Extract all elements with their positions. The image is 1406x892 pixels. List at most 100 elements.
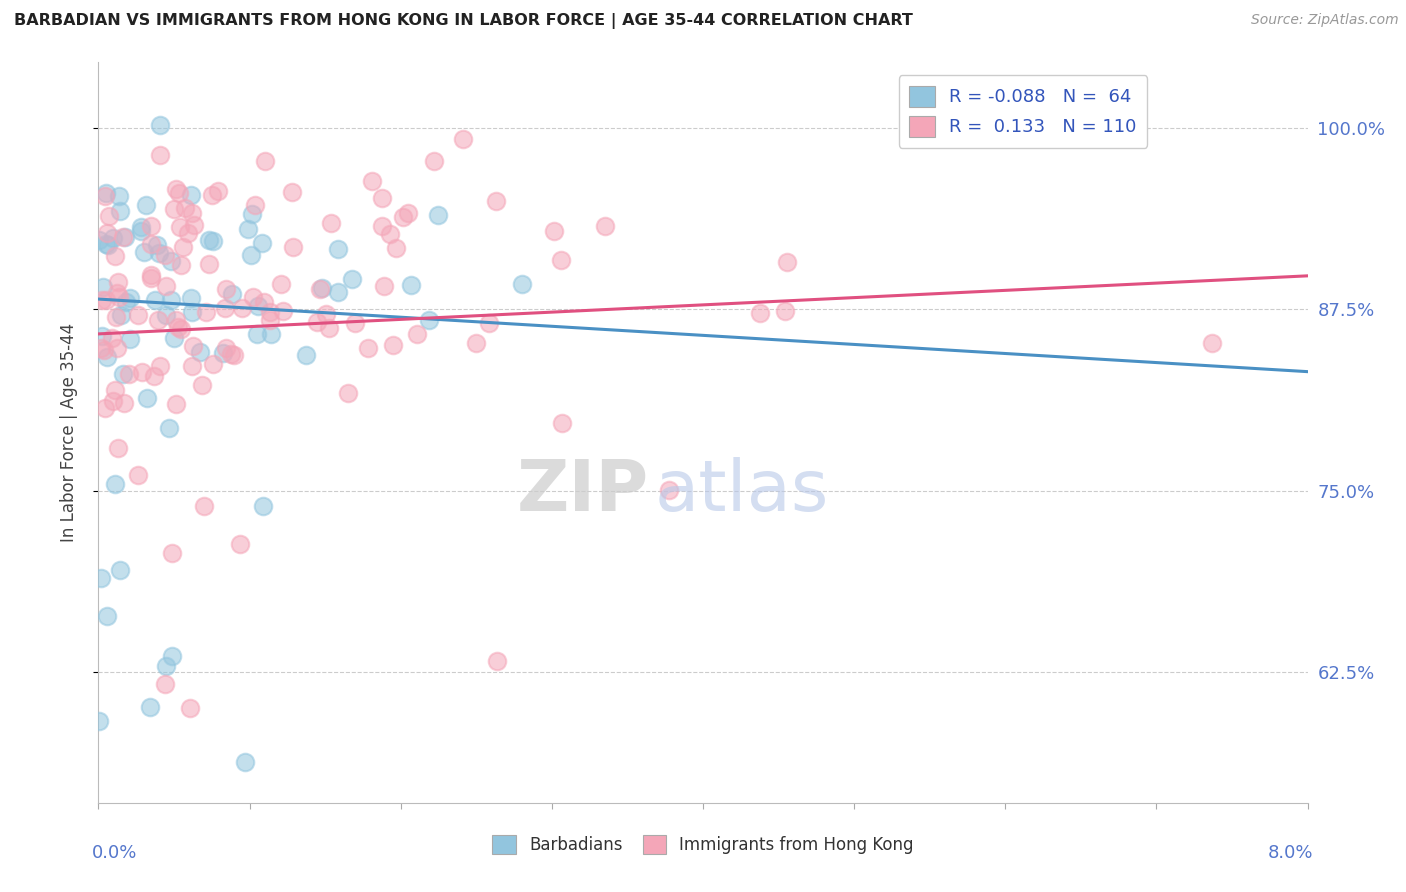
- Point: [153, 677, 176, 691]
- Point: [148, 313, 170, 327]
- Point: [160, 545, 183, 559]
- Point: [222, 348, 245, 362]
- Point: [118, 332, 141, 346]
- Point: [180, 187, 202, 202]
- Text: atlas: atlas: [655, 458, 830, 526]
- Point: [139, 237, 162, 252]
- Point: [239, 248, 262, 262]
- Point: [188, 344, 211, 359]
- Point: [120, 291, 142, 305]
- Point: [326, 285, 349, 300]
- Point: [236, 222, 259, 236]
- Point: [183, 219, 205, 233]
- Point: [510, 277, 533, 291]
- Point: [254, 153, 277, 168]
- Point: [94, 237, 117, 252]
- Point: [91, 293, 114, 307]
- Point: [108, 290, 131, 304]
- Point: [776, 255, 799, 269]
- Point: [107, 275, 129, 289]
- Point: [247, 300, 270, 314]
- Point: [112, 396, 135, 410]
- Point: [105, 341, 128, 355]
- Point: [160, 649, 183, 664]
- Point: [318, 320, 340, 334]
- Point: [212, 346, 235, 360]
- Point: [163, 202, 186, 216]
- Point: [308, 282, 330, 296]
- Point: [380, 227, 402, 242]
- Point: [91, 328, 114, 343]
- Point: [451, 132, 474, 146]
- Point: [214, 341, 236, 355]
- Point: [252, 295, 274, 310]
- Point: [170, 258, 193, 272]
- Point: [169, 219, 191, 234]
- Point: [94, 188, 117, 202]
- Point: [131, 365, 153, 379]
- Point: [281, 186, 304, 200]
- Point: [207, 184, 229, 198]
- Point: [108, 203, 131, 218]
- Point: [328, 242, 350, 256]
- Point: [464, 336, 486, 351]
- Point: [115, 294, 138, 309]
- Point: [132, 244, 155, 259]
- Point: [406, 327, 429, 342]
- Point: [486, 654, 509, 668]
- Point: [198, 257, 221, 271]
- Point: [110, 308, 132, 322]
- Point: [401, 278, 423, 293]
- Point: [342, 271, 364, 285]
- Point: [260, 326, 283, 341]
- Point: [181, 339, 204, 353]
- Point: [117, 367, 139, 381]
- Point: [396, 206, 419, 220]
- Point: [202, 357, 225, 371]
- Text: 8.0%: 8.0%: [1268, 844, 1313, 862]
- Point: [1201, 335, 1223, 350]
- Point: [385, 241, 408, 255]
- Point: [191, 378, 214, 392]
- Point: [90, 572, 112, 586]
- Point: [485, 194, 508, 208]
- Point: [139, 219, 162, 233]
- Point: [112, 229, 135, 244]
- Point: [180, 359, 202, 373]
- Point: [243, 198, 266, 212]
- Point: [90, 342, 112, 356]
- Point: [214, 301, 236, 315]
- Point: [172, 240, 194, 254]
- Point: [149, 148, 172, 162]
- Point: [165, 181, 187, 195]
- Point: [478, 316, 501, 330]
- Point: [295, 348, 318, 362]
- Point: [543, 223, 565, 237]
- Point: [373, 279, 395, 293]
- Point: [159, 253, 181, 268]
- Legend: Barbadians, Immigrants from Hong Kong: Barbadians, Immigrants from Hong Kong: [485, 829, 921, 861]
- Point: [215, 282, 238, 296]
- Point: [311, 281, 333, 295]
- Point: [91, 280, 114, 294]
- Point: [167, 319, 190, 334]
- Point: [231, 301, 253, 316]
- Point: [242, 290, 264, 304]
- Point: [221, 286, 243, 301]
- Point: [252, 500, 274, 514]
- Point: [337, 385, 360, 400]
- Point: [240, 207, 263, 221]
- Point: [181, 305, 204, 319]
- Point: [165, 397, 187, 411]
- Point: [108, 188, 131, 202]
- Point: [93, 343, 115, 358]
- Point: [250, 236, 273, 251]
- Point: [550, 253, 572, 268]
- Point: [157, 421, 180, 435]
- Point: [87, 714, 110, 729]
- Point: [229, 537, 252, 551]
- Point: [371, 219, 394, 233]
- Point: [181, 206, 204, 220]
- Point: [593, 219, 616, 233]
- Point: [361, 174, 384, 188]
